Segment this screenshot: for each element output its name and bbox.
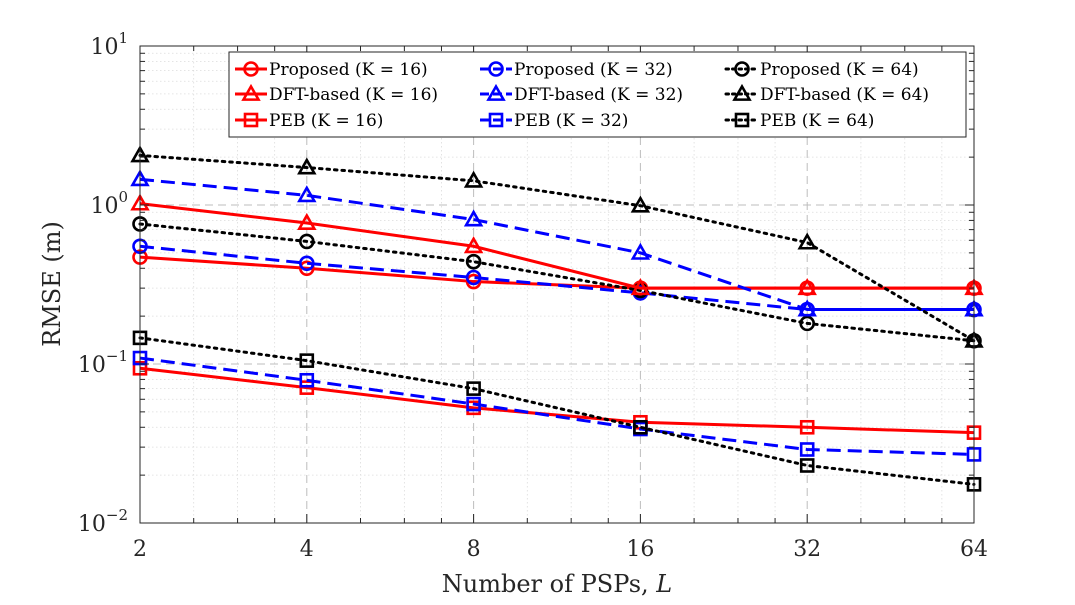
legend-label: PEB (K = 32) — [514, 111, 628, 131]
data-point-triangle — [797, 278, 817, 296]
legend-marker-triangle — [732, 83, 752, 101]
data-point-triangle — [463, 236, 484, 254]
series-layer — [130, 145, 984, 492]
data-point-circle — [298, 233, 315, 250]
data-point-circle — [465, 253, 482, 270]
data-point-triangle — [297, 157, 317, 175]
legend-label: DFT-based (K = 64) — [760, 85, 929, 105]
x-axis-label: Number of PSPs, L — [442, 570, 672, 598]
data-point-square — [466, 381, 481, 396]
data-point-square — [299, 372, 315, 388]
series-line — [138, 336, 976, 486]
legend-item: PEB (K = 16) — [235, 111, 383, 131]
legend-item: Proposed (K = 16) — [235, 60, 428, 80]
x-tick-label: 2 — [133, 537, 147, 562]
legend-item: DFT-based (K = 32) — [480, 83, 683, 105]
x-tick-label: 8 — [467, 537, 481, 562]
data-point-square — [799, 458, 815, 473]
y-tick-label: 10−1 — [78, 347, 128, 378]
x-tick-label: 4 — [300, 537, 314, 562]
data-point-square — [633, 419, 648, 435]
data-point-square — [466, 396, 481, 412]
legend-marker-triangle — [241, 83, 261, 101]
legend-marker-circle — [243, 61, 259, 77]
legend-marker-square — [488, 112, 504, 128]
data-point-circle — [298, 260, 315, 277]
legend-label: PEB (K = 64) — [760, 111, 874, 131]
y-tick-label: 10−2 — [78, 506, 128, 537]
data-point-triangle — [797, 299, 817, 317]
legend-label: PEB (K = 16) — [269, 111, 383, 131]
legend-item: Proposed (K = 64) — [724, 60, 919, 80]
data-point-triangle — [630, 278, 651, 296]
x-tick-labels: 2 4 8 16 32 64 — [133, 537, 988, 562]
data-point-triangle — [297, 185, 317, 203]
data-point-triangle — [630, 242, 651, 260]
legend-item: PEB (K = 64) — [724, 111, 874, 131]
data-point-circle — [465, 269, 482, 286]
series-line — [139, 244, 974, 312]
x-tick-label: 64 — [960, 537, 988, 562]
data-point-triangle — [463, 170, 484, 188]
series-line — [138, 153, 976, 343]
y-tick-label: 101 — [90, 29, 128, 60]
legend-label: DFT-based (K = 32) — [514, 85, 683, 105]
series-line — [138, 222, 976, 343]
legend-marker-circle — [488, 61, 504, 77]
legend-box — [228, 51, 967, 138]
legend-item: DFT-based (K = 64) — [724, 83, 929, 105]
legend-item: PEB (K = 32) — [480, 111, 628, 131]
legend-label: Proposed (K = 32) — [514, 60, 673, 80]
data-point-square — [799, 442, 815, 457]
data-point-square — [299, 353, 315, 368]
legend-marker-circle — [734, 61, 750, 77]
data-point-triangle — [463, 209, 484, 227]
series-line — [139, 356, 975, 456]
legend-item: Proposed (K = 32) — [480, 60, 673, 80]
legend-label: DFT-based (K = 16) — [269, 85, 438, 105]
data-point-circle — [799, 315, 816, 332]
legend-label: Proposed (K = 16) — [269, 60, 428, 80]
x-tick-label: 32 — [793, 537, 821, 562]
y-axis-label: RMSE (m) — [38, 221, 66, 347]
legend-marker-triangle — [486, 83, 506, 101]
y-tick-label: 100 — [90, 188, 128, 219]
y-tick-labels: 101 100 10−1 10−2 — [78, 29, 128, 537]
legend: Proposed (K = 16) Proposed (K = 32) Propos… — [228, 51, 967, 138]
x-tick-label: 16 — [626, 537, 654, 562]
data-point-circle — [298, 255, 315, 272]
legend-marker-square — [243, 112, 259, 128]
data-point-triangle — [297, 212, 317, 230]
series-line — [139, 177, 974, 312]
legend-label: Proposed (K = 64) — [760, 60, 919, 80]
series-line — [139, 202, 974, 290]
data-point-triangle — [797, 232, 817, 250]
data-point-triangle — [630, 195, 651, 213]
legend-marker-square — [734, 112, 750, 128]
data-point-square — [799, 419, 815, 435]
legend-item: DFT-based (K = 16) — [235, 83, 438, 105]
axes-box — [139, 45, 975, 524]
